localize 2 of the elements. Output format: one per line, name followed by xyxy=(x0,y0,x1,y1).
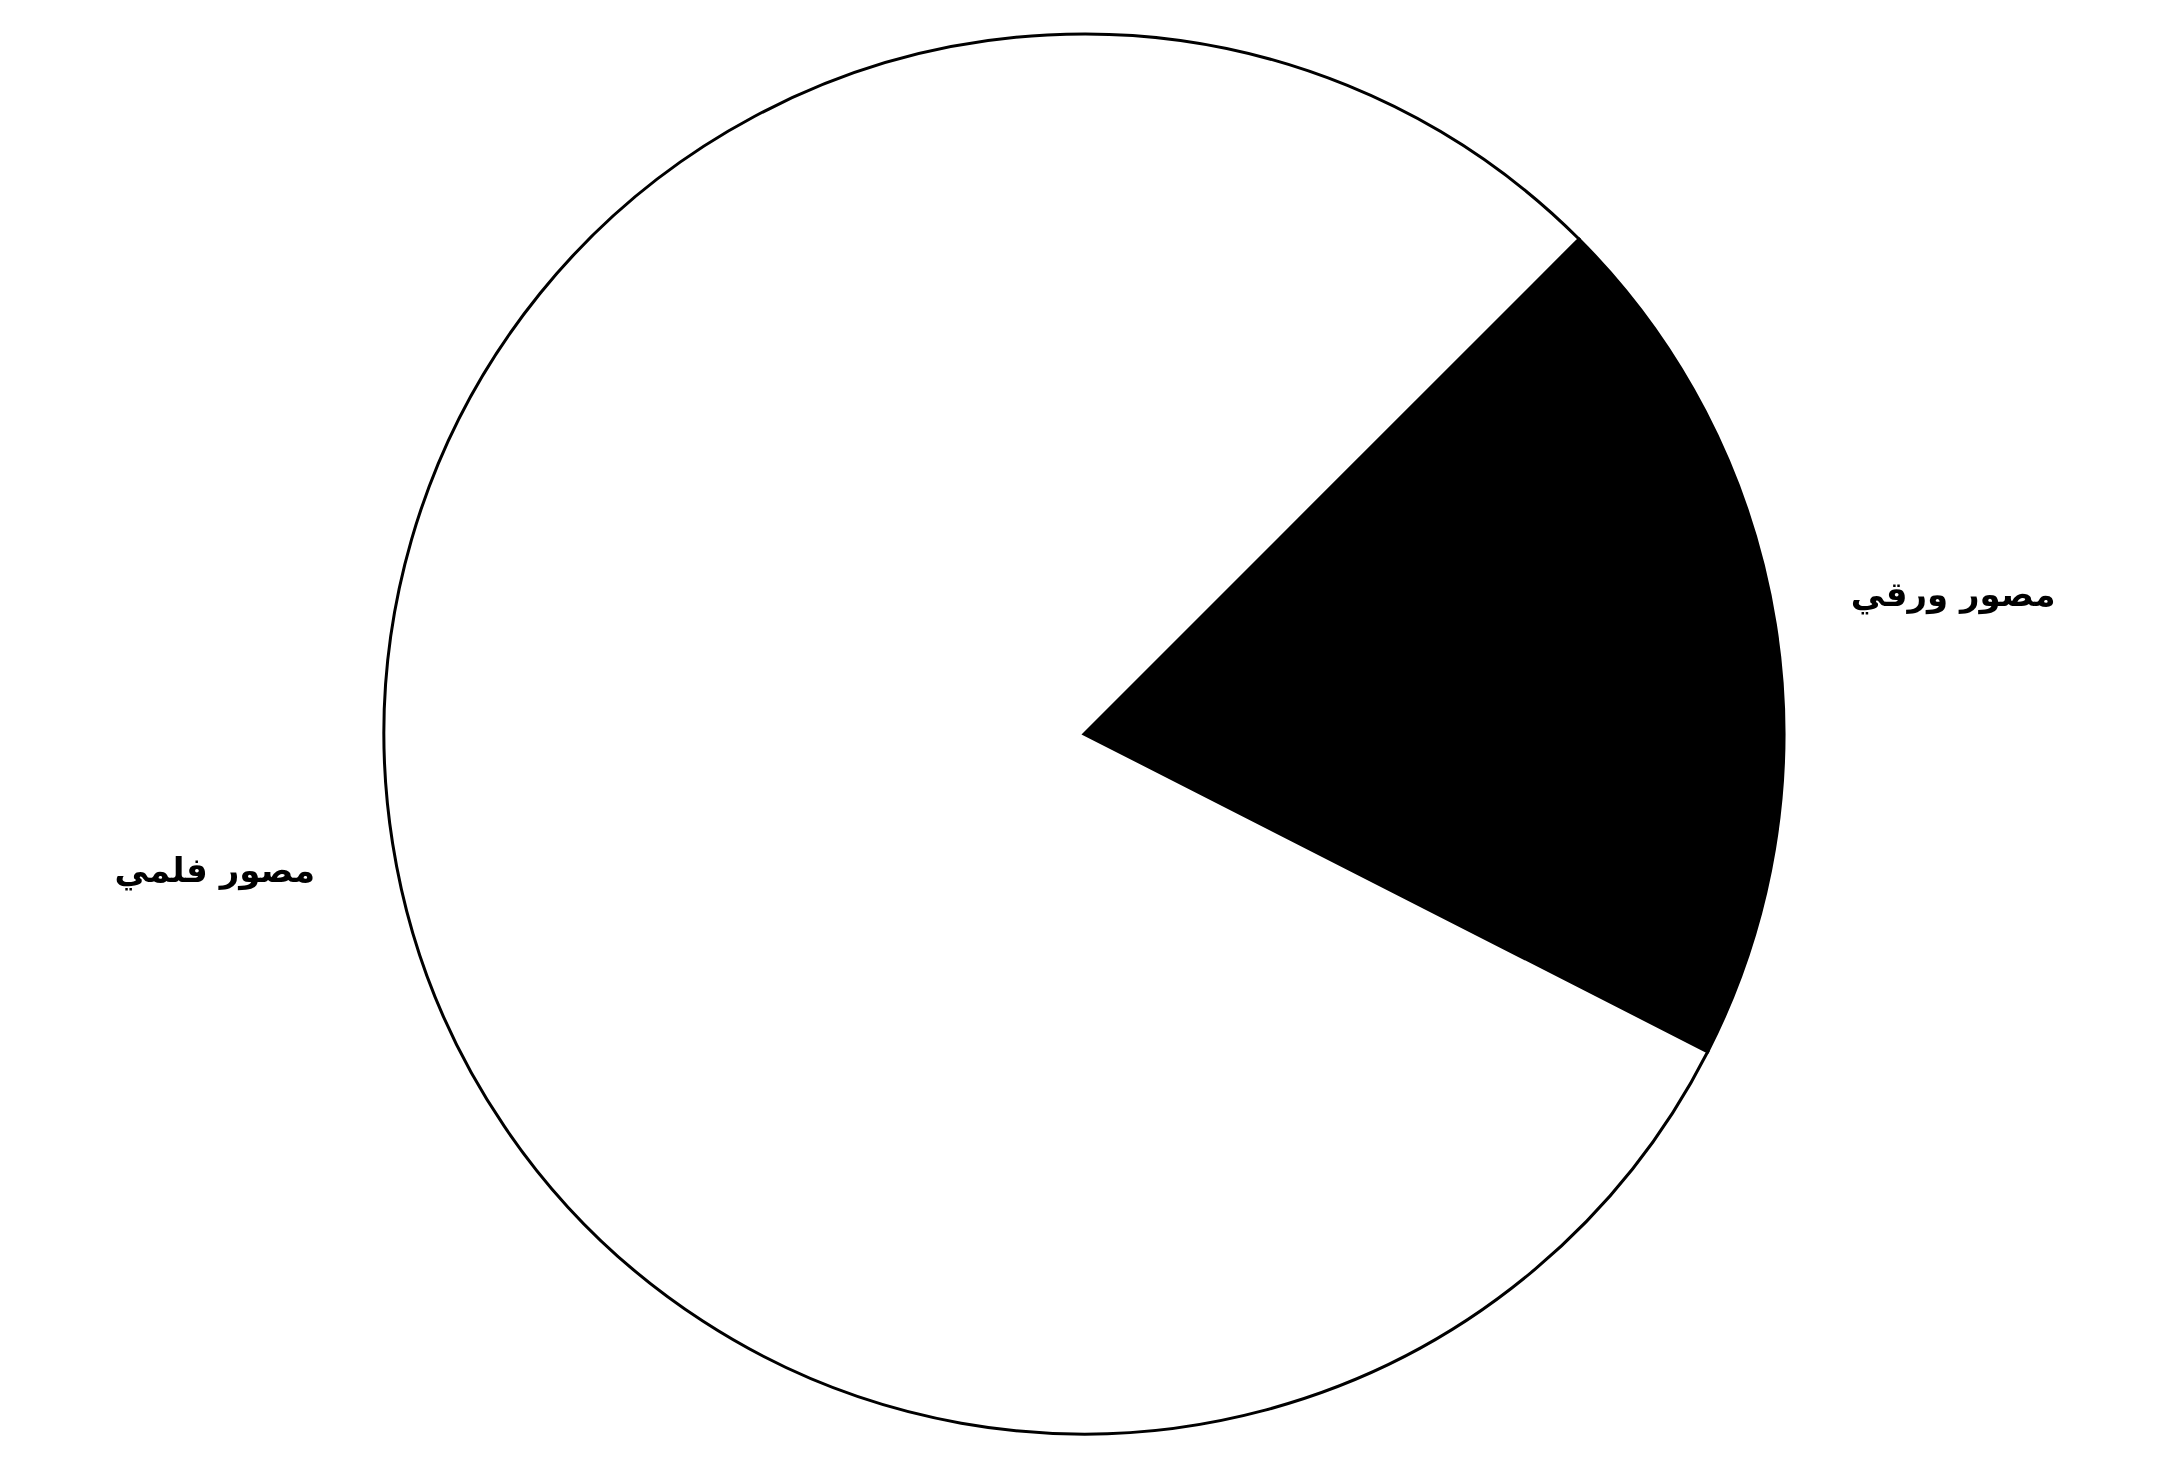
slice-label: مصور ورقي xyxy=(1850,574,2056,616)
slice-label: مصور فلمي xyxy=(114,849,316,891)
